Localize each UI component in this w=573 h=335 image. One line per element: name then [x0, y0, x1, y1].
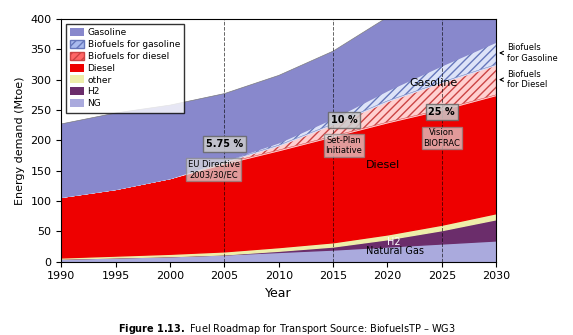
Text: Natural Gas: Natural Gas — [366, 246, 423, 256]
Text: H2: H2 — [387, 237, 401, 247]
Text: $\bf{Figure\ 1.13.}$ Fuel Roadmap for Transport Source: BiofuelsTP – WG3: $\bf{Figure\ 1.13.}$ Fuel Roadmap for Tr… — [117, 322, 456, 335]
Text: EU Directive
2003/30/EC: EU Directive 2003/30/EC — [187, 160, 240, 179]
Text: 10 %: 10 % — [331, 115, 358, 125]
Text: Biofuels
for Diesel: Biofuels for Diesel — [500, 70, 547, 89]
Text: Diesel: Diesel — [366, 159, 400, 170]
X-axis label: Year: Year — [265, 287, 292, 300]
Text: Vision
BIOFRAC: Vision BIOFRAC — [423, 128, 460, 148]
Text: Biofuels
for Gasoline: Biofuels for Gasoline — [500, 43, 558, 63]
Text: Gasoline: Gasoline — [409, 78, 457, 88]
Text: 5.75 %: 5.75 % — [206, 139, 243, 149]
Legend: Gasoline, Biofuels for gasoline, Biofuels for diesel, Diesel, other, H2, NG: Gasoline, Biofuels for gasoline, Biofuel… — [66, 23, 185, 113]
Text: Set-Plan
Initiative: Set-Plan Initiative — [325, 136, 363, 155]
Y-axis label: Energy demand (Mtoe): Energy demand (Mtoe) — [15, 76, 25, 205]
Text: 25 %: 25 % — [429, 107, 455, 117]
